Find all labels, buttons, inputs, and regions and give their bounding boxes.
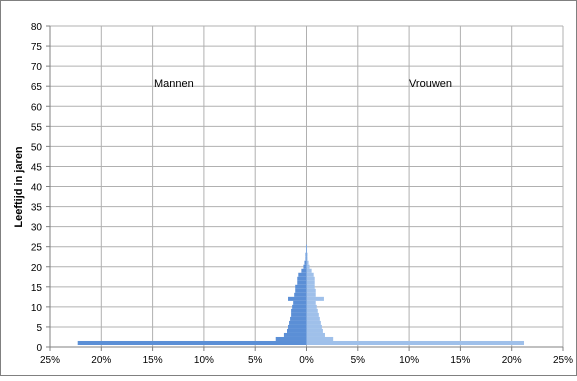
bar-vrouwen-age-11 <box>306 300 316 305</box>
bar-mannen-age-17 <box>297 276 307 281</box>
y-tick-label: 45 <box>31 162 43 173</box>
x-tick-label: 10% <box>194 355 214 366</box>
x-tick-label: 20% <box>91 355 111 366</box>
x-tick-label: 5% <box>248 355 263 366</box>
bar-vrouwen-age-7 <box>306 316 320 321</box>
x-tick-label: 15% <box>450 355 470 366</box>
bar-mannen-age-18 <box>298 272 307 277</box>
bar-vrouwen-age-20 <box>306 264 310 269</box>
y-tick-label: 15 <box>31 283 43 294</box>
bar-vrouwen-age-1 <box>306 340 525 345</box>
y-tick-label: 35 <box>31 203 43 214</box>
x-tick-label: 10% <box>399 355 419 366</box>
bar-mannen-age-5 <box>288 324 307 329</box>
y-tick-label: 30 <box>31 223 43 234</box>
bar-mannen-age-19 <box>301 268 307 273</box>
bar-vrouwen-age-9 <box>306 308 318 313</box>
y-tick-label: 80 <box>31 22 43 33</box>
bar-mannen-age-1 <box>77 340 307 345</box>
bar-mannen-age-10 <box>292 304 307 309</box>
bar-mannen-age-9 <box>291 308 307 313</box>
bar-vrouwen-age-5 <box>306 324 322 329</box>
y-axis-label: Leeftijd in jaren <box>13 146 25 228</box>
y-tick-label: 60 <box>31 102 43 113</box>
bar-vrouwen-age-3 <box>306 332 325 337</box>
bar-mannen-age-7 <box>290 316 307 321</box>
bar-mannen-age-16 <box>297 280 307 285</box>
bar-mannen-age-14 <box>295 288 307 293</box>
y-tick-label: 50 <box>31 142 43 153</box>
y-tick-label: 75 <box>31 42 43 53</box>
bar-vrouwen-age-18 <box>306 272 314 277</box>
y-tick-label: 0 <box>36 343 42 354</box>
bar-mannen-age-6 <box>289 320 307 325</box>
x-tick-label: 5% <box>351 355 366 366</box>
bar-vrouwen-age-6 <box>306 320 321 325</box>
annotation-mannen: Mannen <box>154 78 194 90</box>
bar-mannen-age-20 <box>303 264 307 269</box>
y-tick-label: 20 <box>31 263 43 274</box>
bar-mannen-age-12 <box>288 296 307 301</box>
y-tick-label: 10 <box>31 303 43 314</box>
y-tick-label: 25 <box>31 243 43 254</box>
y-tick-label: 55 <box>31 122 43 133</box>
bar-mannen-age-13 <box>294 292 307 297</box>
bar-mannen-age-8 <box>291 312 307 317</box>
bar-mannen-age-4 <box>287 328 307 333</box>
y-tick-label: 65 <box>31 82 43 93</box>
bar-vrouwen-age-2 <box>306 336 334 341</box>
y-tick-label: 70 <box>31 62 43 73</box>
bar-vrouwen-age-13 <box>306 292 316 297</box>
bar-mannen-age-25 <box>305 244 307 249</box>
bar-vrouwen-age-19 <box>306 268 312 273</box>
x-tick-label: 25% <box>40 355 60 366</box>
bar-vrouwen-age-14 <box>306 288 316 293</box>
axes: 0 5 10 15 20 25 30 35 40 45 50 55 60 65 70 75 80 25% 20% 15… <box>31 22 573 366</box>
bar-vrouwen-age-25 <box>306 244 308 249</box>
bar-vrouwen-age-21 <box>306 260 309 265</box>
y-tick-label: 40 <box>31 183 43 194</box>
bar-vrouwen-age-10 <box>306 304 317 309</box>
bar-vrouwen-age-15 <box>306 284 315 289</box>
bar-mannen-age-15 <box>295 284 307 289</box>
bar-vrouwen-age-12 <box>306 296 324 301</box>
bar-mannen-age-21 <box>304 260 307 265</box>
bar-vrouwen-age-16 <box>306 280 315 285</box>
bar-mannen-age-2 <box>275 336 307 341</box>
bar-vrouwen-age-8 <box>306 312 319 317</box>
bars <box>77 244 525 345</box>
annotation-vrouwen: Vrouwen <box>409 78 452 90</box>
bar-mannen-age-23 <box>305 252 307 257</box>
bar-mannen-age-11 <box>293 300 307 305</box>
x-tick-label: 15% <box>143 355 163 366</box>
bar-vrouwen-age-24 <box>306 248 308 253</box>
bar-vrouwen-age-4 <box>306 328 323 333</box>
x-tick-label: 25% <box>553 355 573 366</box>
bar-mannen-age-22 <box>305 256 307 261</box>
bar-vrouwen-age-17 <box>306 276 315 281</box>
bar-mannen-age-3 <box>283 332 307 337</box>
x-tick-label: 0% <box>299 355 314 366</box>
bar-mannen-age-24 <box>305 248 307 253</box>
bar-vrouwen-age-22 <box>306 256 308 261</box>
y-tick-label: 5 <box>36 323 42 334</box>
bar-vrouwen-age-23 <box>306 252 308 257</box>
x-tick-label: 20% <box>502 355 522 366</box>
